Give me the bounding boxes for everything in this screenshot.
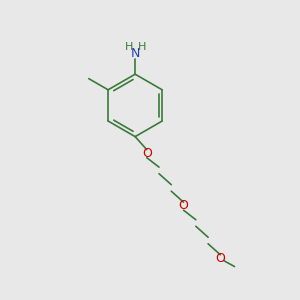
Text: N: N <box>130 47 140 60</box>
Text: H: H <box>137 42 146 52</box>
Text: O: O <box>142 147 152 160</box>
Text: O: O <box>178 199 188 212</box>
Text: O: O <box>215 252 225 265</box>
Text: H: H <box>124 42 133 52</box>
